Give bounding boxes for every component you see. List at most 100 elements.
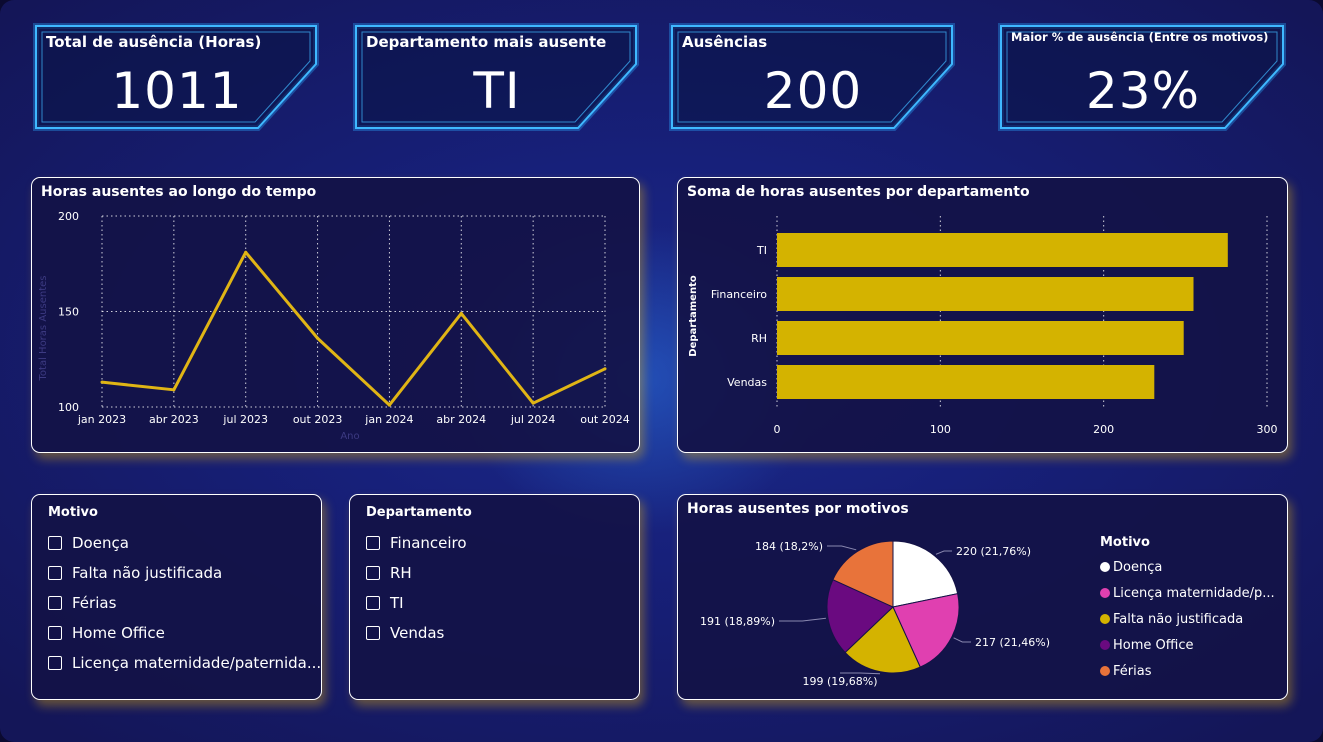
y-tick-label: 150 xyxy=(58,306,79,319)
checkbox[interactable] xyxy=(48,656,62,670)
checkbox[interactable] xyxy=(366,596,380,610)
category-label: Financeiro xyxy=(711,288,767,301)
option-label: Home Office xyxy=(72,624,165,642)
slicer-option-financeiro[interactable]: Financeiro xyxy=(366,528,467,558)
pie-chart: 220 (21,76%) 217 (21,46%) 199 (19,68%) 191 … xyxy=(700,540,1050,688)
x-axis-label: Ano xyxy=(340,431,359,442)
option-label: Licença maternidade/paternida... xyxy=(72,654,322,672)
leader-line xyxy=(840,672,880,675)
data-label: 191 (18,89%) xyxy=(700,615,775,628)
checkbox[interactable] xyxy=(366,626,380,640)
y-axis-label: Departamento xyxy=(688,275,699,357)
bar xyxy=(777,233,1228,267)
legend-item[interactable]: Falta não justificada xyxy=(1100,606,1275,632)
slicer-option-ti[interactable]: TI xyxy=(366,588,467,618)
slicer-option-vendas[interactable]: Vendas xyxy=(366,618,467,648)
slicer-title: Motivo xyxy=(48,505,98,520)
data-point xyxy=(316,336,320,340)
category-label: RH xyxy=(751,332,767,345)
slicer-departamento: Departamento Financeiro RH TI Vendas xyxy=(349,494,640,700)
kpi-value: 1011 xyxy=(111,62,243,120)
slicer-option-doenca[interactable]: Doença xyxy=(48,528,321,558)
data-point xyxy=(244,250,248,254)
data-point xyxy=(387,403,391,407)
chart-title: Soma de horas ausentes por departamento xyxy=(687,184,1030,200)
option-label: Falta não justificada xyxy=(72,564,223,582)
kpi-card-top-department: Departamento mais ausente TI xyxy=(352,22,642,132)
data-label: 199 (19,68%) xyxy=(802,675,877,688)
kpi-title: Ausências xyxy=(682,33,768,51)
option-label: Férias xyxy=(72,594,117,612)
slicer-option-rh[interactable]: RH xyxy=(366,558,467,588)
legend-label: Férias xyxy=(1113,663,1152,679)
x-tick-label: out 2024 xyxy=(580,413,630,426)
legend-item[interactable]: Férias xyxy=(1100,658,1275,684)
kpi-title: Maior % de ausência (Entre os motivos) xyxy=(1011,30,1269,44)
leader-line xyxy=(827,545,857,551)
option-label: Doença xyxy=(72,534,129,552)
bar-chart: Departamento 0 100 200 300 TI Financeiro RH Ven… xyxy=(688,216,1278,436)
checkbox[interactable] xyxy=(366,536,380,550)
legend-item[interactable]: Doença xyxy=(1100,554,1275,580)
checkbox[interactable] xyxy=(366,566,380,580)
slicer-option-home-office[interactable]: Home Office xyxy=(48,618,321,648)
kpi-card-total-hours: Total de ausência (Horas) 1011 xyxy=(32,22,322,132)
pie-slice xyxy=(844,606,921,674)
kpi-frame xyxy=(998,23,1286,131)
data-point xyxy=(172,388,176,392)
legend-label: Home Office xyxy=(1113,637,1194,653)
option-label: Vendas xyxy=(390,624,445,642)
x-tick-label: abr 2023 xyxy=(149,413,199,426)
pie-chart-panel[interactable]: Horas ausentes por motivos 220 (21,76%) 2… xyxy=(677,494,1288,700)
kpi-frame xyxy=(353,23,639,131)
leader-line xyxy=(779,617,826,622)
slicer-option-licenca[interactable]: Licença maternidade/paternida... xyxy=(48,648,321,678)
legend-label: Doença xyxy=(1113,559,1163,575)
checkbox[interactable] xyxy=(48,566,62,580)
x-tick-label: jul 2024 xyxy=(510,413,556,426)
data-point xyxy=(531,401,535,405)
option-label: TI xyxy=(390,594,404,612)
legend-item[interactable]: Licença maternidade/p... xyxy=(1100,580,1275,606)
bar xyxy=(777,321,1184,355)
data-label: 184 (18,2%) xyxy=(755,540,823,553)
slicer-list: Doença Falta não justificada Férias Home… xyxy=(48,528,321,678)
kpi-card-absences: Ausências 200 xyxy=(668,22,958,132)
chart-title: Horas ausentes ao longo do tempo xyxy=(41,184,317,200)
leader-line xyxy=(953,637,971,643)
kpi-frame xyxy=(669,23,955,131)
pie-slice xyxy=(892,540,959,608)
legend-swatch xyxy=(1100,640,1110,650)
y-tick-label: 100 xyxy=(58,401,79,414)
data-label: 220 (21,76%) xyxy=(956,545,1031,558)
legend-swatch xyxy=(1100,614,1110,624)
option-label: RH xyxy=(390,564,412,582)
legend-swatch xyxy=(1100,562,1110,572)
legend-item[interactable]: Home Office xyxy=(1100,632,1275,658)
line-chart: Total Horas Ausentes Ano 100 150 200 jan 20… xyxy=(38,210,630,442)
bar xyxy=(777,277,1194,311)
slicer-title: Departamento xyxy=(366,505,472,520)
data-point xyxy=(603,367,607,371)
slicer-option-falta[interactable]: Falta não justificada xyxy=(48,558,321,588)
bar-chart-panel[interactable]: Soma de horas ausentes por departamento … xyxy=(677,177,1288,453)
line-chart-panel[interactable]: Horas ausentes ao longo do tempo Total H… xyxy=(31,177,640,453)
legend-swatch xyxy=(1100,666,1110,676)
kpi-value: 23% xyxy=(1085,62,1201,120)
option-label: Financeiro xyxy=(390,534,467,552)
checkbox[interactable] xyxy=(48,596,62,610)
x-tick-label: jan 2024 xyxy=(364,413,413,426)
slicer-list: Financeiro RH TI Vendas xyxy=(366,528,467,648)
pie-legend: Motivo Doença Licença maternidade/p... Fal… xyxy=(1100,535,1275,684)
kpi-title: Departamento mais ausente xyxy=(366,33,607,51)
legend-swatch xyxy=(1100,588,1110,598)
pie-slice xyxy=(826,578,894,654)
x-tick-label: abr 2024 xyxy=(436,413,486,426)
checkbox[interactable] xyxy=(48,536,62,550)
x-tick-label: 300 xyxy=(1257,423,1278,436)
data-point xyxy=(459,311,463,315)
y-axis-label: Total Horas Ausentes xyxy=(38,276,49,382)
slicer-option-ferias[interactable]: Férias xyxy=(48,588,321,618)
checkbox[interactable] xyxy=(48,626,62,640)
